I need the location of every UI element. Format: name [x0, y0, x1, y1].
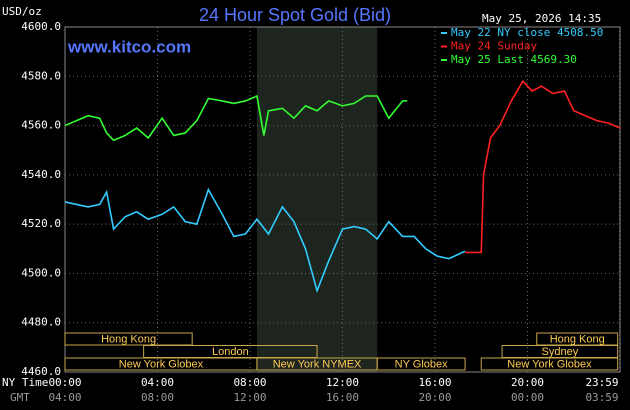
x2-tick-label: 20:00: [418, 391, 451, 404]
legend-label: May 22 NY close 4508.50: [451, 26, 603, 39]
x-tick-label: 20:00: [511, 376, 544, 389]
plot-frame: [64, 26, 621, 373]
x2-tick-label: 04:00: [48, 391, 81, 404]
y-tick-label: 4460.0: [21, 365, 61, 378]
chart-title: 24 Hour Spot Gold (Bid): [199, 5, 391, 25]
x-tick-label: 04:00: [141, 376, 174, 389]
session-label: London: [212, 346, 249, 358]
x-tick-label: 08:00: [233, 376, 266, 389]
x-tick-label: 00:00: [48, 376, 81, 389]
y-tick-label: 4560.0: [21, 119, 61, 132]
session-label: New York Globex: [507, 358, 592, 370]
x-tick-label: 23:59: [585, 376, 618, 389]
x2-tick-label: 08:00: [141, 391, 174, 404]
y-tick-label: 4540.0: [21, 168, 61, 181]
session-bar: [64, 332, 193, 346]
series-line: [465, 79, 621, 254]
session-label: NY Globex: [395, 358, 448, 370]
x2-tick-label: 00:00: [511, 391, 544, 404]
session-bar: [480, 357, 619, 371]
x2-tick-label: 12:00: [233, 391, 266, 404]
session-label: Sydney: [542, 346, 579, 358]
session-label: New York NYMEX: [273, 358, 362, 370]
x2-axis-label: GMT: [10, 391, 30, 404]
y-tick-label: 4500.0: [21, 266, 61, 279]
legend-label: May 24 Sunday: [451, 40, 537, 53]
session-label: Hong Kong: [101, 333, 156, 345]
x-tick-label: 12:00: [326, 376, 359, 389]
session-bar: [376, 357, 466, 371]
x-axis-label: NY Time: [2, 376, 48, 389]
y-tick-label: 4600.0: [21, 20, 61, 33]
series-line: [64, 94, 408, 142]
y-tick-label: 4520.0: [21, 217, 61, 230]
y-unit: USD/oz: [2, 5, 42, 18]
session-label: Hong Kong: [550, 333, 605, 345]
timestamp: May 25, 2026 14:35: [482, 12, 601, 25]
session-label: New York Globex: [119, 358, 204, 370]
site-link: www.kitco.com: [67, 37, 191, 56]
y-tick-label: 4580.0: [21, 69, 61, 82]
x2-tick-label: 16:00: [326, 391, 359, 404]
series-line: [64, 187, 466, 294]
x-tick-label: 16:00: [418, 376, 451, 389]
y-tick-label: 4480.0: [21, 316, 61, 329]
x2-tick-label: 03:59: [585, 391, 618, 404]
legend-label: May 25 Last 4569.30: [451, 53, 577, 66]
shaded-region: [256, 27, 378, 372]
